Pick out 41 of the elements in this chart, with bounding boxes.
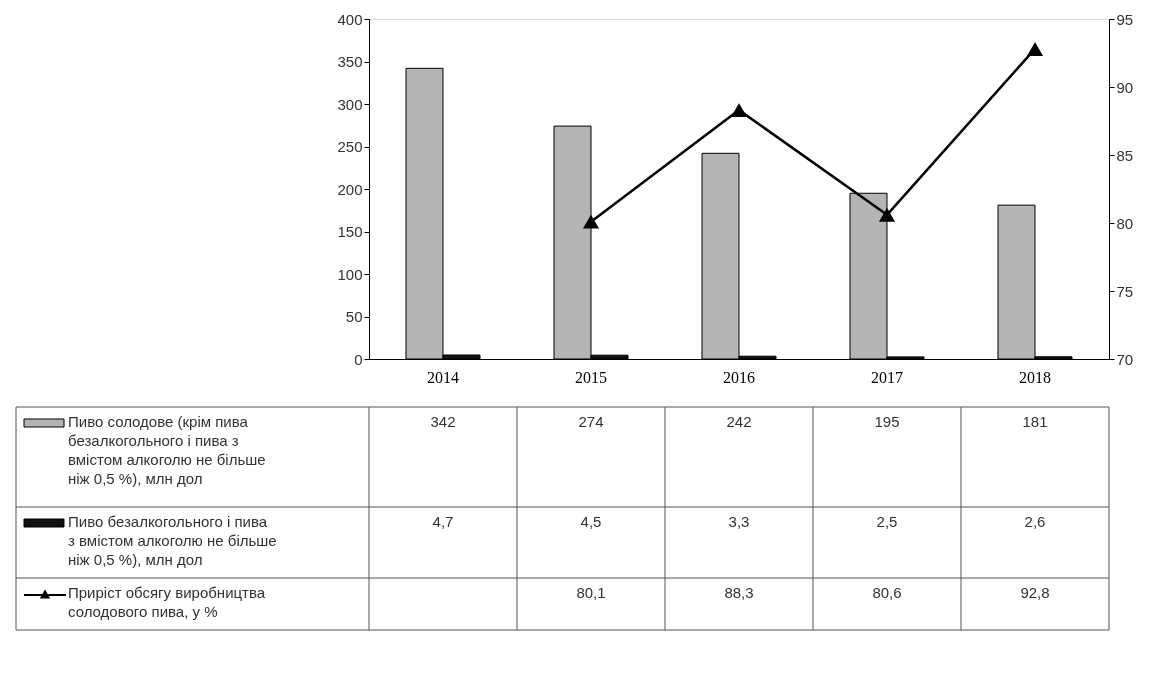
data-label: 342 — [430, 413, 456, 430]
data-label: 3,3 — [728, 513, 750, 530]
y-tick-label: 200 — [337, 180, 363, 198]
data-label: 242 — [726, 413, 752, 430]
data-label: 2,5 — [876, 513, 898, 530]
data-label: 80,6 — [872, 584, 902, 601]
y2-tick-label: 90 — [1116, 78, 1134, 96]
y-tick-label: 300 — [337, 95, 363, 113]
y-tick-label: 0 — [354, 350, 363, 368]
y-tick-label: 150 — [337, 223, 363, 240]
point — [730, 103, 748, 118]
y2-tick-label: 95 — [1116, 10, 1134, 28]
x-tick-label: 2017 — [871, 368, 903, 386]
y-tick-label: 100 — [337, 265, 363, 283]
y-tick-label: 250 — [337, 138, 363, 155]
y-tick-label: 50 — [345, 308, 363, 325]
point — [1026, 41, 1044, 56]
y-tick-label: 400 — [337, 10, 363, 28]
legend-label: Приріст обсягу виробництва солодового пива, у % — [68, 584, 266, 620]
data-label: 88,3 — [724, 584, 754, 601]
data-label: 181 — [1022, 413, 1048, 430]
x-tick-label: 2016 — [723, 368, 755, 386]
y2-tick-label: 70 — [1116, 350, 1134, 368]
y2-tick-label: 75 — [1116, 282, 1134, 300]
legend-label: Пиво солодове (крім пива безалкогольного і пива з вмістом алкоголю не більше ніж 0,5 %), млн дол — [68, 413, 266, 487]
data-label: 195 — [874, 413, 900, 430]
legend-label: Пиво безалкогольного і пива з вмістом алкоголю не більше ніж 0,5 %), млн дол — [68, 513, 277, 568]
x-tick-label: 2014 — [427, 368, 459, 386]
data-label: 4,7 — [432, 513, 454, 530]
y2-tick-label: 80 — [1116, 214, 1134, 232]
y-tick-label: 350 — [337, 53, 363, 70]
point — [582, 214, 600, 229]
data-label: 274 — [578, 413, 604, 430]
x-tick-label: 2015 — [575, 368, 607, 386]
point — [878, 207, 896, 222]
data-label: 2,6 — [1024, 513, 1046, 530]
data-label: 80,1 — [576, 584, 606, 601]
x-tick-label: 2018 — [1019, 368, 1051, 386]
data-label: 4,5 — [580, 513, 602, 530]
y2-tick-label: 85 — [1116, 146, 1134, 164]
data-label: 92,8 — [1020, 584, 1050, 601]
